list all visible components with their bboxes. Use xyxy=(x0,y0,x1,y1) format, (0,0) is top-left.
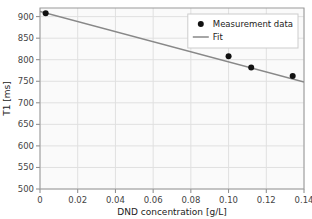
tick xyxy=(36,102,40,103)
tick-label: 0.10 xyxy=(219,195,238,205)
tick-label: 0.02 xyxy=(68,195,87,205)
tick-label: 0.14 xyxy=(295,195,312,205)
tick-label: 850 xyxy=(18,33,34,43)
grid-line xyxy=(40,167,304,168)
tick-label: 750 xyxy=(18,76,34,86)
tick xyxy=(153,189,154,193)
grid-line xyxy=(153,8,154,189)
tick-label: 900 xyxy=(18,12,34,22)
tick xyxy=(228,189,229,193)
fit-line xyxy=(40,11,304,82)
tick xyxy=(36,167,40,168)
x-axis-label: DND concentration [g/L] xyxy=(117,207,226,217)
tick xyxy=(36,38,40,39)
grid-line xyxy=(40,124,304,125)
legend-swatch xyxy=(193,36,209,38)
tick-label: 700 xyxy=(18,98,34,108)
tick xyxy=(40,189,41,193)
tick xyxy=(36,145,40,146)
tick xyxy=(77,189,78,193)
tick-label: 0.08 xyxy=(181,195,200,205)
tick-label: 650 xyxy=(18,119,34,129)
tick xyxy=(36,189,40,190)
grid xyxy=(40,8,304,189)
grid-line xyxy=(40,81,304,82)
tick xyxy=(115,189,116,193)
point xyxy=(290,73,296,79)
legend-swatch xyxy=(198,21,204,27)
grid-line xyxy=(40,59,304,60)
tick xyxy=(36,16,40,17)
point xyxy=(248,64,254,70)
grid-line xyxy=(115,8,116,189)
tick-label: 800 xyxy=(18,55,34,65)
y-axis-label: T1 [ms] xyxy=(2,81,12,117)
tick-label: 0.06 xyxy=(144,195,163,205)
tick xyxy=(266,189,267,193)
grid-line xyxy=(40,145,304,146)
plot-area xyxy=(40,8,304,189)
legend-box xyxy=(188,14,298,48)
point xyxy=(226,53,232,59)
grid-line xyxy=(40,102,304,103)
tick xyxy=(304,189,305,193)
plot-frame xyxy=(40,8,304,189)
tick-label: 0 xyxy=(37,195,42,205)
tick-label: 500 xyxy=(18,184,34,194)
legend: Measurement data Fit xyxy=(188,14,298,48)
axes: 0 0.02 0.04 0.06 0.08 0.10 0.12 0.14 500 550 600 65… xyxy=(18,8,312,205)
tick-label: 600 xyxy=(18,141,34,151)
tick xyxy=(36,124,40,125)
tick-label: 550 xyxy=(18,162,34,172)
point xyxy=(43,10,49,16)
grid-line xyxy=(77,8,78,189)
legend-label: Fit xyxy=(213,32,224,42)
tick xyxy=(36,59,40,60)
legend-label: Measurement data xyxy=(213,19,293,29)
series xyxy=(40,10,304,82)
tick-label: 0.04 xyxy=(106,195,125,205)
tick xyxy=(190,189,191,193)
tick-label: 0.12 xyxy=(257,195,276,205)
chart: 0 0.02 0.04 0.06 0.08 0.10 0.12 0.14 500 550 600 65… xyxy=(0,0,312,219)
tick xyxy=(36,81,40,82)
